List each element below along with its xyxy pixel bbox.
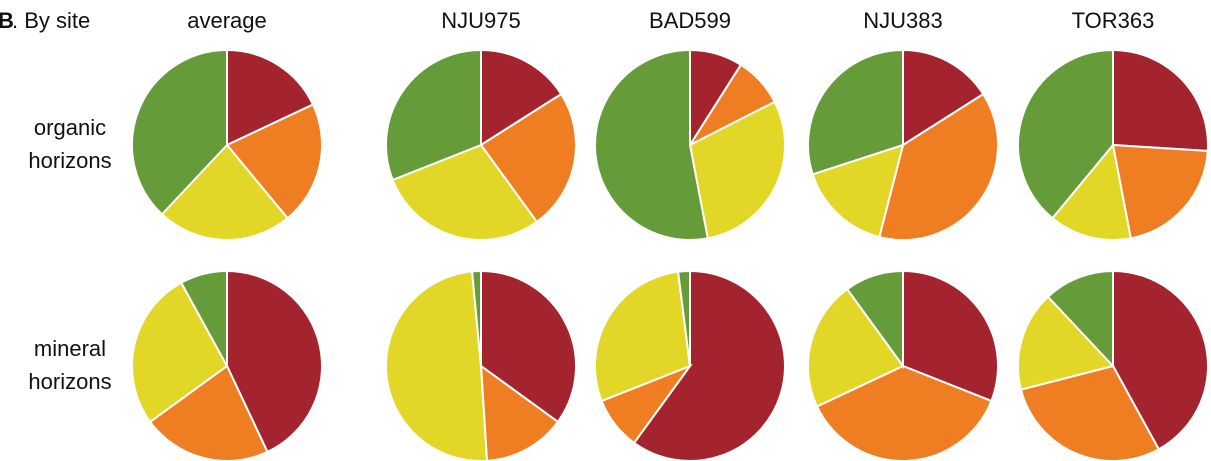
pie-slice <box>594 48 709 241</box>
pie-slice <box>1112 48 1209 153</box>
pie-slice <box>226 269 323 454</box>
pie-slice <box>845 269 904 370</box>
pie-slice <box>480 269 577 424</box>
pie-slice <box>226 48 315 147</box>
pie-slice <box>479 92 577 224</box>
pie-slice <box>878 92 999 241</box>
pie-slice <box>902 48 985 147</box>
pie-slice <box>179 269 228 367</box>
pie-slice <box>676 269 691 367</box>
pie-slice <box>1112 269 1209 451</box>
pie-slice <box>131 281 229 424</box>
column-title: NJU383 <box>863 8 942 33</box>
column-title: TOR363 <box>1072 8 1155 33</box>
column-title: BAD599 <box>649 8 731 33</box>
pie-slice <box>902 269 999 403</box>
pie-slice <box>479 363 560 461</box>
pie-slice <box>632 269 786 461</box>
column-title: NJU975 <box>441 8 520 33</box>
pie-slice <box>1016 295 1115 391</box>
pie-slice <box>225 103 323 220</box>
pie-slice <box>688 100 786 240</box>
row-label: horizons <box>28 148 111 173</box>
pie-slice <box>1111 143 1209 240</box>
pie-slice <box>385 48 482 182</box>
pie-slice <box>1046 269 1114 369</box>
panel-label: B <box>0 8 14 33</box>
pie-slice <box>131 48 228 216</box>
row-label: horizons <box>28 369 111 394</box>
pie-slice <box>148 364 269 461</box>
row-label: mineral <box>34 336 106 361</box>
column-title: average <box>187 8 267 33</box>
pie-slice <box>391 143 539 241</box>
pie-slice <box>807 48 904 176</box>
pie-slice <box>594 270 692 403</box>
pie-slice <box>1019 364 1161 461</box>
pie-slice <box>160 143 289 241</box>
pie-slice <box>807 287 905 408</box>
pie-slice <box>480 48 563 147</box>
pie-slice <box>1017 48 1114 220</box>
row-label: organic <box>34 115 106 140</box>
pie-slice <box>385 270 488 461</box>
pie-slice <box>1051 142 1132 241</box>
pie-slice <box>470 269 482 367</box>
chart-title: . By site <box>12 8 90 33</box>
